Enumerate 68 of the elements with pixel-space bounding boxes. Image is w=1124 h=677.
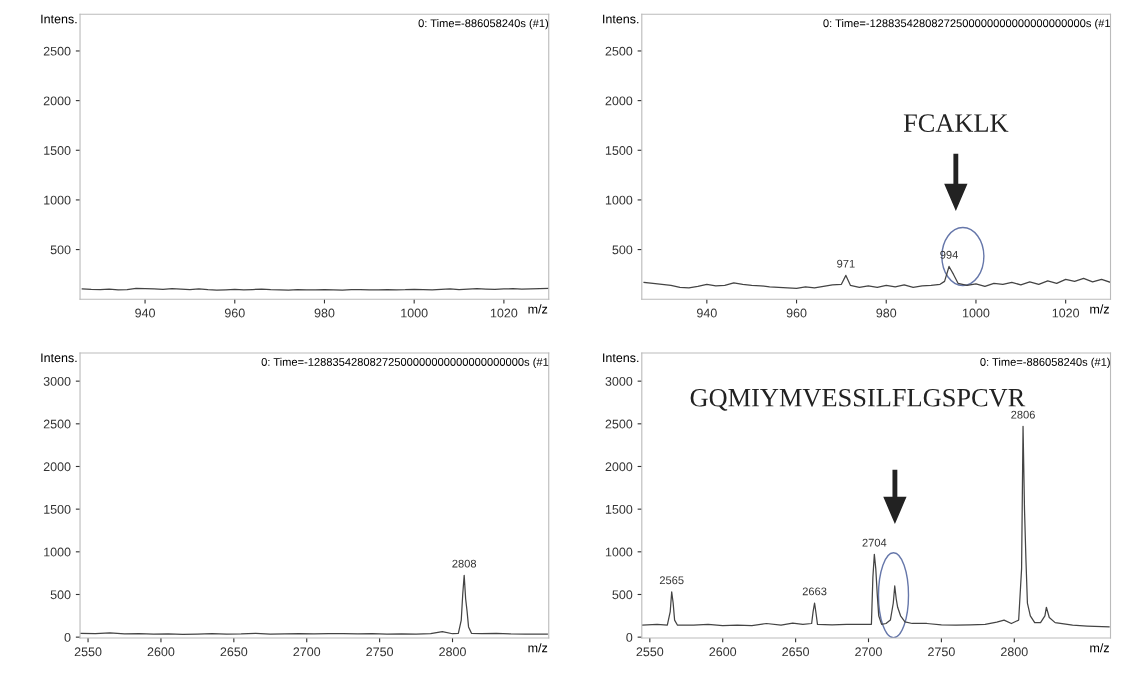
y-axis-title: Intens.: [41, 353, 77, 363]
chart-title: 0: Time=-886058240s (#1): [418, 18, 549, 30]
annotation: 2565: [659, 576, 684, 585]
x-tick-label: 2700: [855, 647, 882, 657]
x-tick-label: 940: [135, 308, 155, 318]
y-tick-label: 1000: [605, 195, 633, 205]
y-tick-label: 3000: [43, 376, 71, 386]
y-tick-label: 1500: [605, 504, 633, 514]
chart-title: 0: Time=-12883542808272500000000000000000000s (#1: [823, 18, 1110, 30]
y-tick-label: 2000: [43, 462, 71, 472]
x-tick-label: 1000: [963, 308, 990, 318]
x-axis-title: m/z: [528, 304, 548, 314]
x-axis-title: m/z: [1090, 643, 1109, 653]
x-tick-label: 2550: [74, 647, 102, 657]
x-tick-label: 980: [876, 308, 897, 318]
y-axis-title: Intens.: [603, 14, 639, 24]
x-tick-label: 2600: [709, 647, 737, 657]
x-tick-label: 2600: [147, 647, 175, 657]
y-axis-title: Intens.: [603, 353, 639, 363]
x-tick-label: 2750: [928, 647, 955, 657]
y-tick-label: 2500: [43, 419, 71, 429]
y-axis-title: Intens.: [41, 14, 77, 24]
y-tick-label: 1500: [44, 504, 71, 514]
chart-title: 0: Time=-886058240s (#1): [980, 357, 1110, 369]
x-tick-label: 1020: [1052, 308, 1080, 318]
annotation: 2806: [1011, 410, 1035, 419]
y-tick-label: 1000: [44, 195, 71, 205]
y-tick-label: 2500: [605, 419, 633, 429]
y-tick-label: 2500: [43, 46, 71, 56]
annotation: 971: [837, 259, 855, 268]
line-series: [641, 425, 1110, 628]
annotation: 2808: [452, 559, 477, 568]
x-tick-label: 2650: [782, 647, 810, 657]
chart-title: 0: Time=-12883542808272500000000000000000000s (#1: [261, 357, 549, 369]
x-tick-label: 960: [224, 308, 245, 318]
x-tick-label: 2700: [293, 647, 321, 657]
annotation: FCAKLK: [903, 114, 1009, 132]
annotation: 994: [940, 250, 958, 259]
x-tick-label: 980: [314, 308, 335, 318]
x-tick-label: 2650: [220, 647, 248, 657]
x-axis-title: m/z: [1090, 304, 1109, 314]
y-tick-label: 1500: [44, 146, 71, 155]
y-tick-label: 500: [612, 245, 633, 255]
y-tick-label: 500: [50, 590, 71, 600]
y-tick-label: 500: [612, 590, 633, 600]
y-tick-label: 2000: [605, 462, 633, 472]
y-tick-label: 0: [64, 632, 71, 642]
x-tick-label: 1000: [401, 308, 428, 318]
x-tick-label: 2750: [366, 647, 394, 657]
y-tick-label: 3000: [605, 376, 633, 386]
y-tick-label: 2000: [43, 96, 71, 106]
x-axis-title: m/z: [528, 643, 548, 653]
x-tick-label: 960: [786, 308, 807, 318]
x-tick-label: 940: [697, 308, 717, 318]
annotation: 2663: [802, 587, 827, 596]
x-tick-label: 2550: [636, 647, 664, 657]
annotation: GQMIYMVESSILFLGSPCVR: [690, 388, 1026, 411]
y-tick-label: 0: [626, 632, 633, 642]
y-tick-label: 1000: [605, 547, 633, 557]
annotation: 2704: [862, 538, 887, 547]
x-tick-label: 2800: [439, 647, 466, 657]
y-tick-label: 1000: [44, 547, 71, 557]
y-tick-label: 2500: [605, 46, 633, 56]
y-tick-label: 2000: [605, 96, 633, 106]
y-tick-label: 500: [50, 245, 71, 255]
y-tick-label: 1500: [605, 146, 633, 155]
x-tick-label: 2800: [1001, 647, 1028, 657]
x-tick-label: 1020: [490, 308, 518, 318]
